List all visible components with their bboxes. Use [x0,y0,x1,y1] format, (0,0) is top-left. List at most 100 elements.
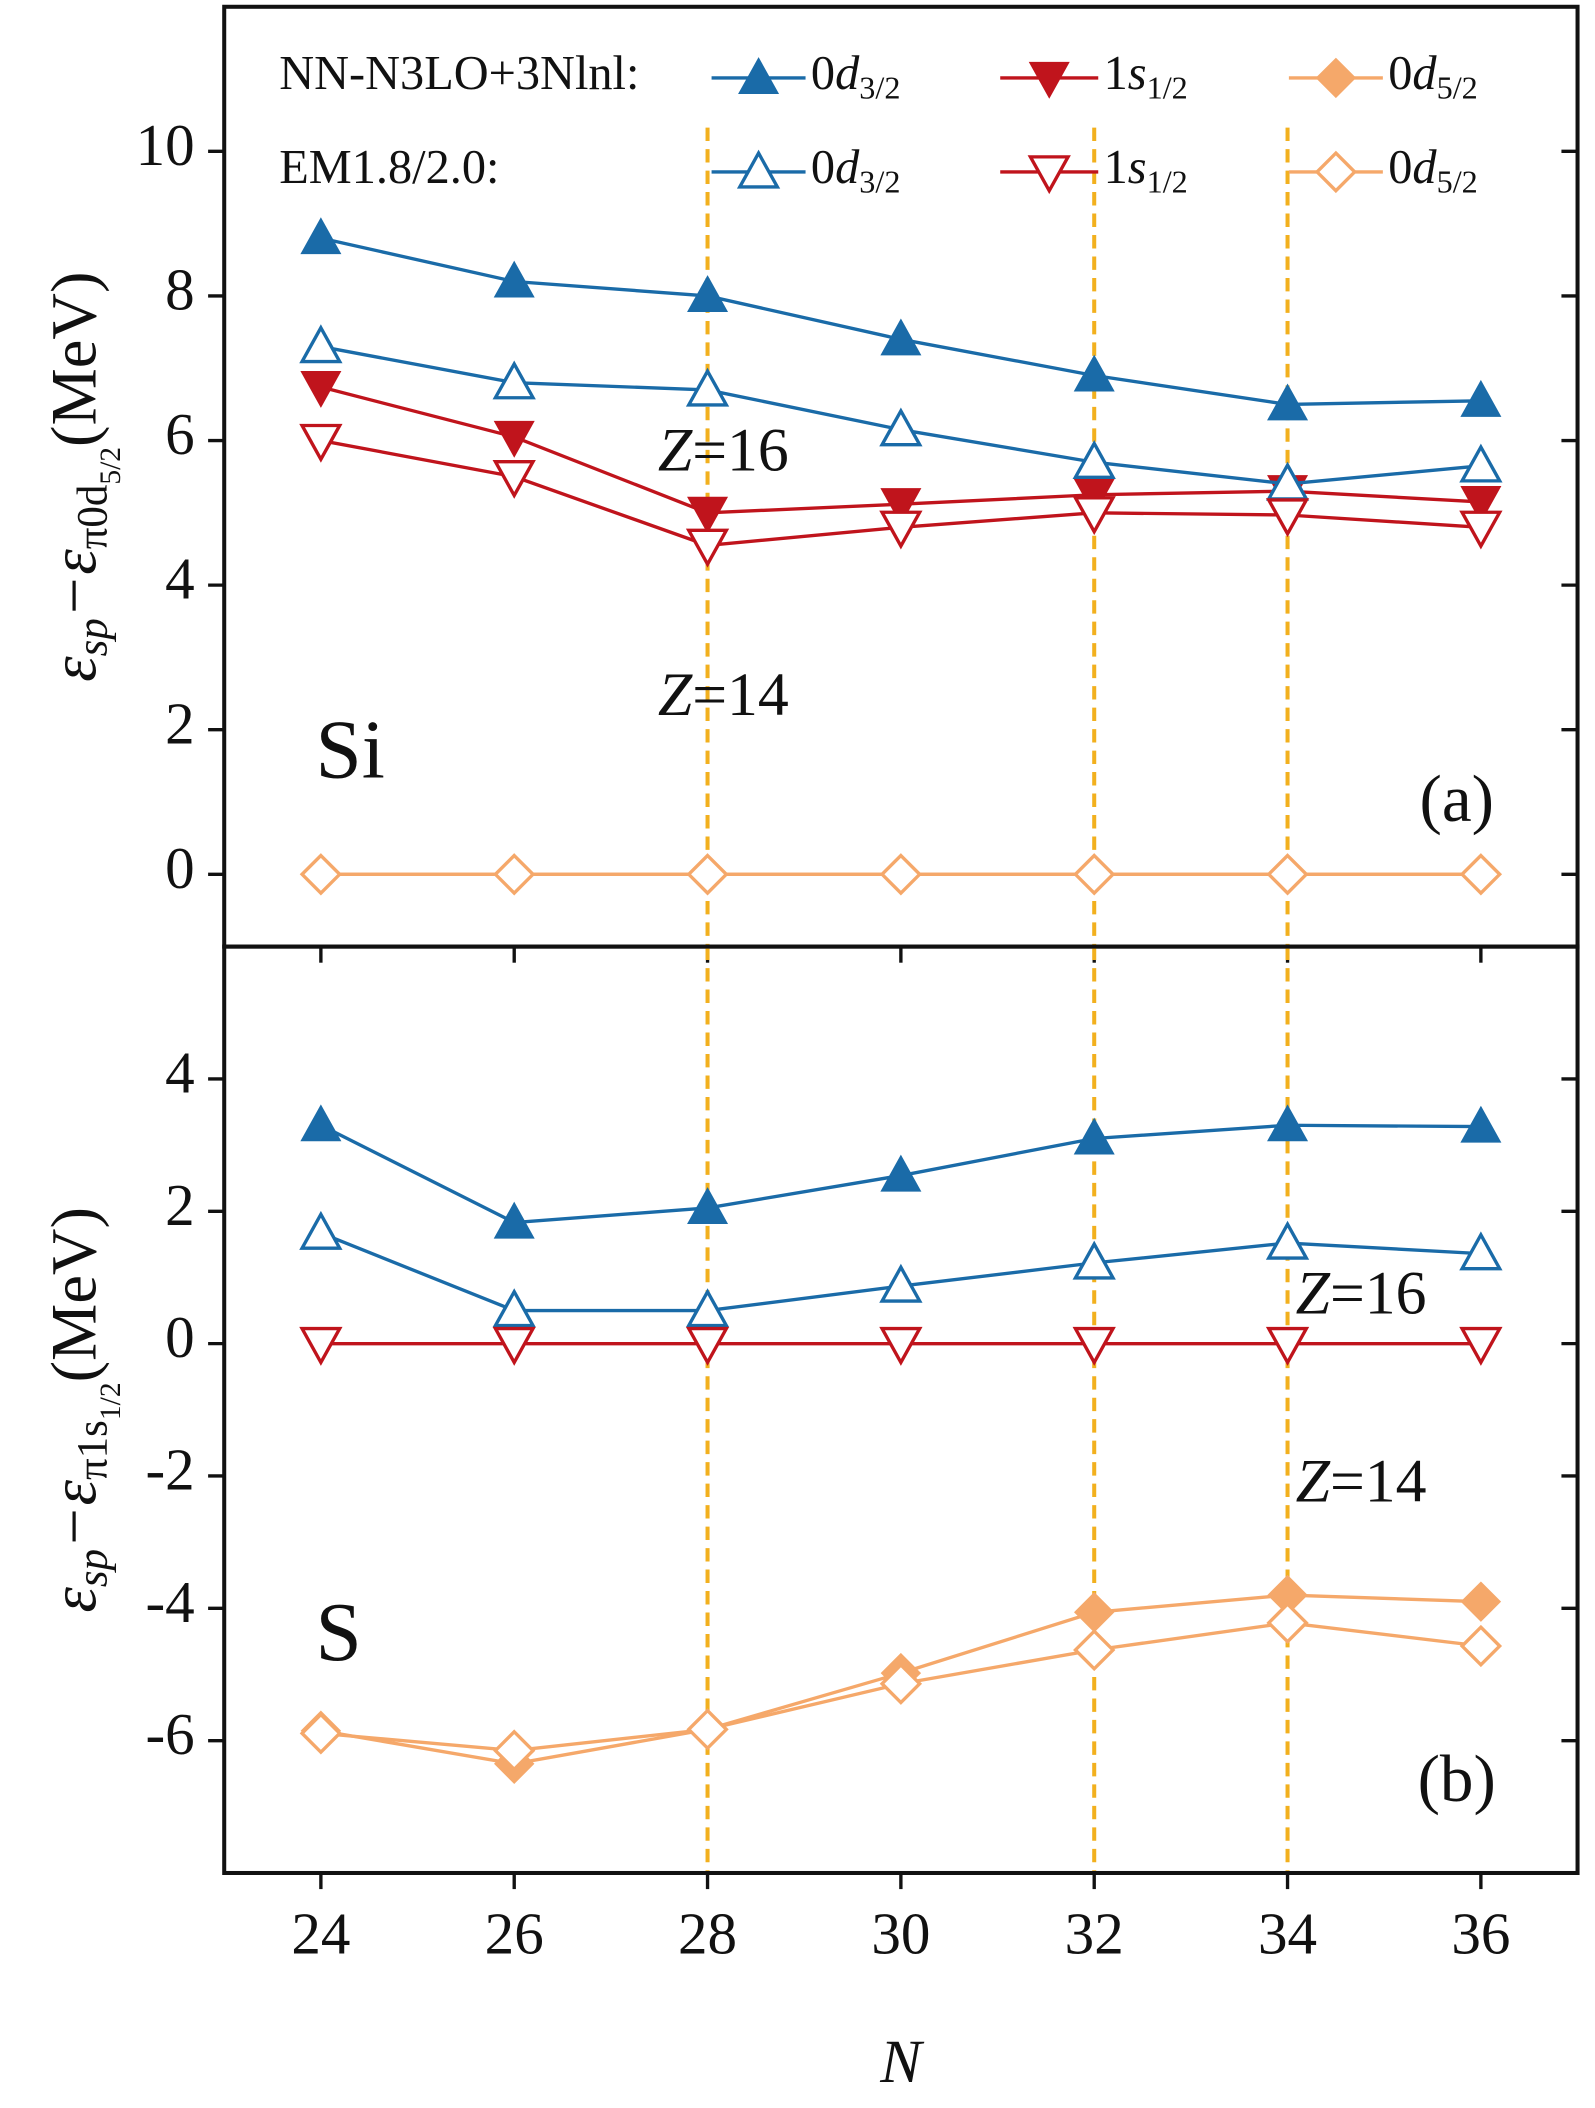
marker [1073,853,1116,896]
marker [299,1712,343,1755]
y-tick-label: 0 [165,1304,195,1370]
y-tick-label: -6 [145,1701,194,1767]
y-axis-label-part: ε [38,1587,109,1613]
marker [493,260,535,298]
x-tick-label: 32 [1065,1901,1124,1967]
y-axis-label-part: −ε [38,549,109,618]
legend-marker [1028,61,1070,99]
marker [493,1729,536,1772]
y-tick-label: 6 [165,401,195,467]
x-tick-label: 30 [871,1901,930,1967]
marker [493,420,535,458]
marker [685,528,730,568]
marker [1267,383,1309,421]
y-axis-label-part: sp [70,618,117,656]
marker [686,853,729,896]
marker [1266,853,1309,896]
marker [685,367,730,407]
y-axis-label-part: 5/2 [95,447,127,485]
marker [1460,379,1502,417]
marker [880,318,922,356]
legend-marker [736,149,781,189]
marker [492,459,536,499]
marker [1073,1628,1116,1672]
annotation: Z=14 [658,661,789,729]
marker [299,324,343,364]
marker [1072,439,1116,479]
legend-marker [1027,155,1071,195]
marker [687,1187,729,1225]
marker [493,853,536,896]
marker [1460,485,1502,523]
y-tick-label: 0 [165,835,195,901]
legend-label: 1s1/2 [1104,47,1188,106]
x-tick-label: 24 [291,1901,350,1967]
x-tick-label: 34 [1258,1901,1317,1967]
marker [687,496,729,534]
legend-group-label: NN-N3LO+3Nlnl: [279,47,639,100]
marker [299,1210,343,1250]
y-tick-label: 4 [165,1039,195,1105]
x-tick-label: 26 [485,1901,544,1967]
marker [879,407,923,447]
marker [879,1263,923,1303]
marker [685,1288,730,1328]
y-axis-label-part: −ε [38,1479,109,1548]
marker [1073,1117,1115,1155]
marker [1267,1104,1309,1142]
marker [1073,354,1115,392]
marker [1073,1592,1115,1633]
marker [1459,1326,1503,1366]
x-axis-label: N [879,2028,925,2096]
legend-marker [738,57,780,94]
marker [880,1154,922,1192]
y-axis-label-part: ε [38,656,109,682]
x-tick-label: 28 [678,1901,737,1967]
marker [1072,496,1116,536]
marker [300,1104,342,1142]
legend-marker [1314,150,1358,194]
y-tick-label: -4 [145,1569,194,1635]
y-tick-label: -2 [145,1437,194,1503]
marker [1265,498,1310,538]
marker [1266,1601,1309,1645]
marker [493,1201,535,1239]
marker [879,1662,923,1705]
y-tick-label: 10 [136,112,195,178]
marker [300,370,342,408]
marker [1072,1240,1116,1280]
marker [1459,1624,1503,1668]
marker [1459,1231,1503,1271]
plot-frame [222,944,1580,1875]
marker [1459,443,1503,483]
legend-label: 0d3/2 [811,141,901,200]
marker [1072,1326,1116,1366]
marker [687,275,729,312]
y-axis-label: εsp−επ0d5/2(MeV) [38,272,126,682]
marker [879,853,923,896]
x-tick-label: 36 [1451,1901,1510,1967]
panel-label: (b) [1418,1741,1496,1816]
marker [299,853,343,896]
marker [685,1326,730,1366]
marker [492,1326,536,1366]
y-axis-label-part: π1s [70,1420,117,1480]
marker [879,510,923,550]
y-tick-label: 2 [165,690,195,756]
annotation: Z=16 [658,417,789,485]
y-tick-label: 4 [165,546,195,612]
legend-group-label: EM1.8/2.0: [279,141,499,194]
marker [299,423,343,463]
marker [1459,853,1503,896]
marker [492,360,536,400]
annotation: Z=16 [1296,1260,1427,1328]
marker [1460,1581,1502,1622]
marker [880,488,922,526]
y-tick-label: 8 [165,257,195,323]
element-label: S [316,1587,362,1679]
legend-label: 0d5/2 [1388,141,1478,200]
marker [879,1326,923,1366]
marker [1459,510,1503,550]
